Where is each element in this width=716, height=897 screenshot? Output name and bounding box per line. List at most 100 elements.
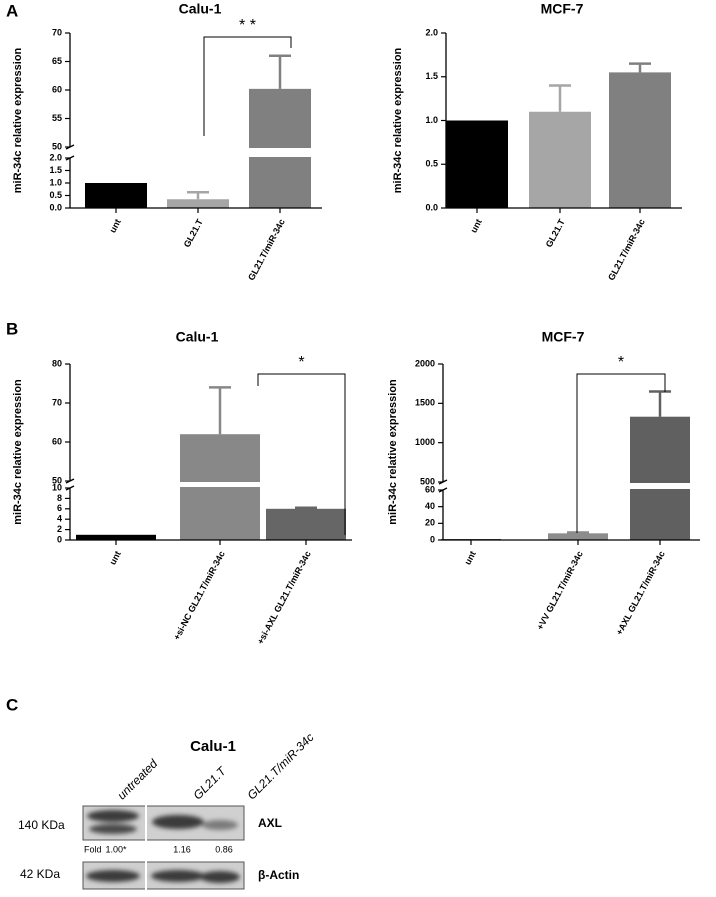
chart-title: MCF-7	[541, 1, 584, 17]
significance-label: *	[618, 354, 624, 371]
y-axis-label: miR-34c relative expression	[392, 47, 404, 193]
y-tick-label: 0	[57, 534, 62, 544]
y-tick-label: 2.0	[49, 152, 62, 162]
chart-title: Calu-1	[179, 1, 222, 17]
error-bar	[295, 506, 317, 510]
protein-label: AXL	[258, 816, 282, 830]
x-tick-label: GL21.T/miR-34c	[606, 217, 647, 282]
error-bar	[649, 390, 671, 417]
y-axis	[438, 364, 448, 540]
y-axis-label: miR-34c relative expression	[387, 379, 399, 525]
x-tick-label: +si-AXL GL21.T/miR-34c	[255, 549, 313, 646]
blot-image	[82, 804, 245, 891]
bar	[446, 120, 508, 208]
protein-label: β-Actin	[258, 868, 299, 882]
chart: MCF-7 miR-34c relative expression 0.0 0.5 1.…	[392, 1, 682, 282]
size-label: 140 KDa	[18, 818, 65, 832]
axis-break	[444, 483, 701, 489]
y-tick-label: 1.0	[49, 177, 62, 187]
bar	[167, 199, 229, 208]
bar	[630, 416, 690, 540]
y-tick-label: 55	[52, 113, 62, 123]
y-tick-label: 1500	[415, 398, 435, 408]
y-tick-label: 60	[425, 484, 435, 494]
error-bar	[209, 386, 231, 435]
panel-label: A	[6, 1, 18, 20]
y-tick-label: 1.5	[49, 165, 62, 175]
chart-title: MCF-7	[542, 329, 585, 345]
y-tick-label: 20	[425, 518, 435, 528]
y-tick-label: 60	[52, 84, 62, 94]
y-tick-label: 0.0	[425, 202, 438, 212]
significance-label: *	[298, 354, 304, 371]
panel-label: B	[6, 319, 18, 338]
y-tick-label: 10	[52, 482, 62, 492]
y-tick-label: 50	[52, 475, 62, 485]
panel-label: C	[6, 695, 18, 714]
y-tick-label: 60	[52, 436, 62, 446]
y-tick-label: 0.5	[425, 159, 438, 169]
y-axis	[65, 33, 75, 208]
bar	[609, 72, 671, 208]
y-tick-label: 4	[57, 514, 62, 524]
y-tick-label: 70	[52, 397, 62, 407]
blot-title: Calu-1	[190, 738, 236, 755]
chart: Calu-1 miR-34c relative expression 0.0 0.5 1…	[12, 1, 323, 282]
x-tick-label: GL21.T/miR-34c	[246, 217, 287, 282]
size-label: 42 KDa	[20, 867, 60, 881]
y-tick-label: 8	[57, 493, 62, 503]
x-tick-label: unt	[107, 549, 122, 566]
lane-label: GL21.T/miR-34c	[244, 730, 316, 802]
fold-label: Fold	[84, 844, 102, 854]
y-axis	[65, 364, 75, 540]
error-bar	[549, 84, 571, 112]
lane-label: untreated	[114, 756, 160, 802]
chart-title: Calu-1	[176, 329, 219, 345]
chart: Calu-1 miR-34c relative expression 0246810…	[12, 329, 353, 646]
significance-bracket	[257, 373, 346, 535]
x-tick-label: +AXL GL21.T/miR-34c	[614, 549, 667, 636]
bar	[85, 183, 147, 208]
lane-label: GL21.T	[190, 763, 229, 802]
y-tick-label: 50	[52, 141, 62, 151]
bar	[548, 533, 608, 540]
y-axis-label: miR-34c relative expression	[12, 47, 24, 193]
fold-value: 1.00*	[105, 844, 127, 854]
significance-bracket	[576, 373, 666, 533]
y-tick-label: 65	[52, 56, 62, 66]
y-tick-label: 1.0	[425, 115, 438, 125]
x-tick-label: GL21.T	[544, 217, 567, 249]
error-bar	[567, 531, 589, 534]
y-tick-label: 2000	[415, 358, 435, 368]
x-tick-label: unt	[462, 549, 477, 566]
chart: MCF-7 miR-34c relative expression 0 20 40 605…	[387, 329, 701, 637]
error-bar	[629, 62, 651, 73]
bar	[76, 534, 156, 540]
y-tick-label: 2.0	[425, 27, 438, 37]
y-tick-label: 80	[52, 358, 62, 368]
fold-value: 1.16	[173, 844, 191, 854]
x-tick-label: GL21.T	[182, 217, 205, 249]
significance-label: * *	[239, 17, 256, 34]
x-tick-label: +si-NC GL21.T/miR-34c	[171, 549, 226, 641]
bar	[180, 434, 260, 540]
axis-break	[71, 148, 323, 157]
y-tick-label: 2	[57, 524, 62, 534]
y-axis-label: miR-34c relative expression	[12, 379, 24, 525]
y-tick-label: 6	[57, 503, 62, 513]
y-tick-label: 40	[425, 501, 435, 511]
axis-break	[71, 482, 353, 487]
fold-value: 0.86	[215, 844, 233, 854]
bar	[266, 508, 346, 540]
y-tick-label: 70	[52, 27, 62, 37]
y-tick-label: 0.0	[49, 202, 62, 212]
x-tick-label: unt	[107, 217, 122, 234]
significance-bracket	[203, 36, 292, 136]
y-tick-label: 0.5	[49, 190, 62, 200]
y-tick-label: 1000	[415, 437, 435, 447]
error-bar	[269, 54, 291, 89]
y-tick-label: 500	[420, 476, 435, 486]
x-tick-label: unt	[468, 217, 483, 234]
error-bar	[187, 191, 209, 200]
